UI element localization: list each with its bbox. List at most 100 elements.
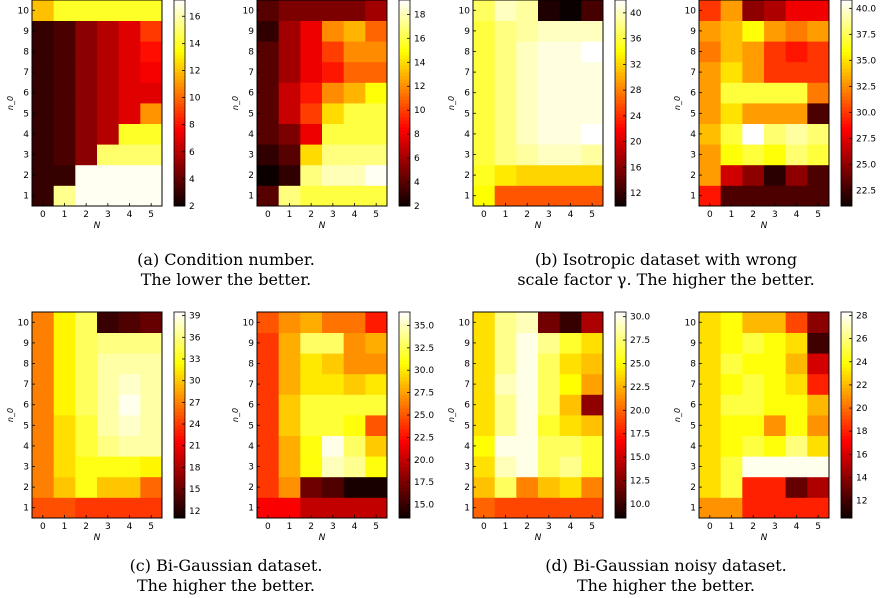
colorbar-band — [174, 336, 185, 340]
colorbar-band — [174, 202, 185, 207]
heatmap-cell — [720, 103, 743, 124]
y-tick-label: 9 — [464, 339, 470, 349]
heatmap-cell — [473, 353, 496, 375]
x-tick-label: 3 — [772, 522, 778, 532]
heatmap-cell — [278, 61, 301, 83]
colorbar-band — [841, 380, 852, 385]
x-tick-label: 1 — [287, 210, 293, 220]
colorbar-band — [174, 353, 185, 358]
heatmap-cell — [742, 103, 765, 124]
colorbar-band — [399, 109, 410, 114]
x-tick-label: 5 — [589, 522, 595, 532]
y-axis-label: n_0 — [673, 408, 682, 422]
colorbar-band — [841, 202, 852, 207]
heatmap-cell — [742, 373, 765, 395]
heatmap-cell — [278, 394, 301, 416]
colorbar-tick-label: 30 — [189, 377, 201, 387]
colorbar-band — [615, 332, 626, 337]
x-axis-label: N — [94, 221, 101, 231]
heatmap-cell — [322, 353, 345, 375]
heatmap-cell — [538, 373, 561, 395]
heatmap-cell — [764, 415, 787, 436]
colorbar-band — [841, 435, 852, 440]
colorbar-band — [174, 133, 185, 138]
heatmap-cell — [516, 312, 539, 333]
heatmap-cell — [764, 0, 787, 21]
heatmap-cell — [807, 41, 830, 63]
colorbar-band — [615, 92, 626, 97]
colorbar-band — [174, 24, 185, 28]
heatmap-cell — [807, 456, 830, 478]
heatmap-cell — [343, 353, 366, 375]
heatmap-cell — [559, 164, 582, 186]
colorbar-band — [399, 157, 410, 162]
colorbar-band — [399, 373, 410, 378]
heatmap-cell — [53, 476, 76, 498]
colorbar-band — [399, 61, 410, 66]
colorbar-tick-label: 12 — [414, 82, 425, 92]
heatmap-cell — [720, 185, 743, 207]
heatmap-cell — [343, 312, 366, 333]
heatmap-cell — [278, 185, 301, 207]
heatmap-cell — [300, 332, 323, 354]
colorbar-band — [399, 384, 410, 389]
colorbar-band — [615, 483, 626, 488]
colorbar-band — [174, 507, 185, 512]
colorbar-band — [174, 312, 185, 316]
colorbar-band — [174, 195, 185, 200]
heatmap-cell — [97, 476, 120, 498]
colorbar-band — [841, 332, 852, 337]
colorbar-band — [615, 140, 626, 145]
heatmap-cell — [807, 312, 830, 333]
heatmap-cell — [516, 123, 539, 145]
heatmap-cell — [473, 0, 496, 21]
colorbar-tick-label: 24 — [630, 112, 642, 122]
heatmap-cell — [720, 82, 743, 104]
colorbar-band — [399, 99, 410, 104]
heatmap-cell — [581, 41, 604, 63]
colorbar-band — [174, 473, 185, 478]
colorbar-tick-label: 22.5 — [414, 433, 434, 443]
colorbar-band — [174, 332, 185, 337]
y-tick-label: 2 — [690, 171, 696, 181]
heatmap-cell — [53, 353, 76, 375]
heatmap-c-right: 0 1 2 3 4 5 1 2 3 4 5 6 7 8 9 10 Nn_0 15.0 17.5 20.0 22.5 25.… — [231, 311, 434, 543]
y-tick-label: 7 — [690, 68, 696, 78]
heatmap-cell — [516, 61, 539, 83]
heatmap-cell — [473, 41, 496, 63]
colorbar-band — [174, 322, 185, 327]
colorbar-band — [841, 493, 852, 498]
colorbar-band — [399, 507, 410, 512]
colorbar-band — [399, 82, 410, 87]
heatmap-cell — [807, 497, 830, 519]
heatmap-cell — [257, 185, 280, 207]
colorbar-band — [174, 113, 185, 118]
colorbar-band — [399, 408, 410, 413]
colorbar-band — [615, 370, 626, 375]
heatmap-cell — [140, 185, 163, 207]
heatmap-cell — [278, 20, 301, 42]
colorbar-band — [399, 425, 410, 430]
heatmap-cell — [257, 415, 280, 436]
colorbar-band — [841, 192, 852, 197]
heatmap-cell — [538, 144, 561, 166]
heatmap-cell — [343, 185, 366, 207]
heatmap-cell — [300, 41, 323, 63]
colorbar-band — [174, 346, 185, 351]
colorbar-band — [174, 363, 185, 368]
colorbar-band — [615, 473, 626, 478]
colorbar-band — [174, 171, 185, 176]
colorbar-band — [841, 363, 852, 368]
heatmap-cell — [343, 61, 366, 83]
heatmap-cell — [807, 61, 830, 83]
heatmap-cell — [538, 61, 561, 83]
colorbar-band — [399, 34, 410, 39]
y-tick-label: 9 — [23, 27, 29, 37]
plot-frame — [698, 0, 830, 207]
heatmap-cell — [75, 476, 98, 498]
heatmap-cell — [32, 476, 55, 498]
heatmap-cell — [785, 164, 808, 186]
heatmap-cell — [322, 123, 345, 145]
heatmap-cell — [75, 312, 98, 333]
colorbar-frame — [840, 0, 853, 207]
